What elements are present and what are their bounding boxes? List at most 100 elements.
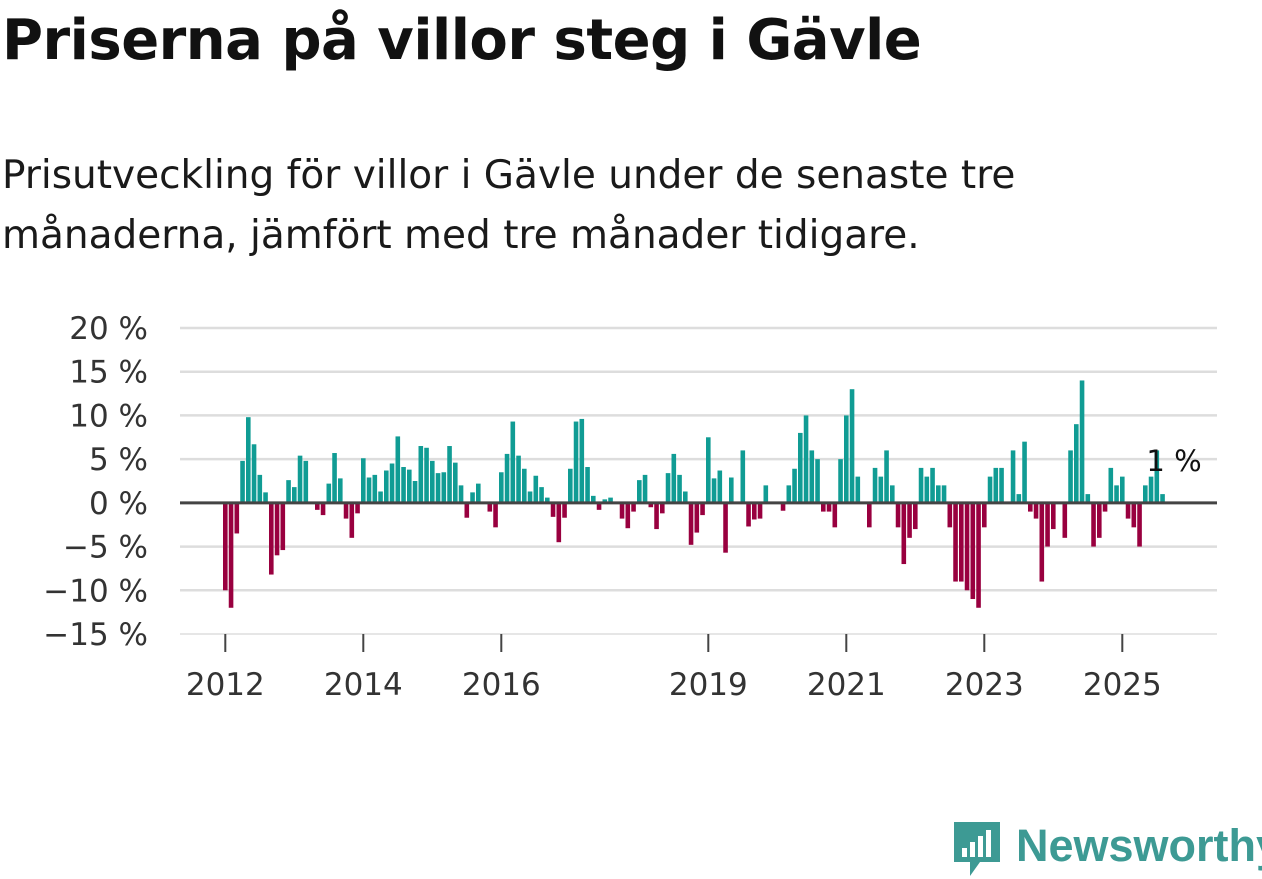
logo-speech-bubble bbox=[954, 822, 1000, 876]
chart-bar bbox=[361, 458, 366, 503]
chart-bar bbox=[343, 502, 349, 519]
chart-bar bbox=[407, 469, 412, 503]
chart-bar bbox=[867, 502, 872, 528]
chart-bar bbox=[792, 468, 797, 503]
y-tick-label: −10 % bbox=[43, 573, 148, 609]
chart-bar bbox=[660, 502, 665, 514]
chart-bar bbox=[251, 444, 257, 503]
y-tick-label: 0 % bbox=[89, 486, 148, 522]
chart-bar bbox=[458, 485, 464, 503]
chart-bar bbox=[947, 502, 953, 528]
chart-bar bbox=[987, 476, 993, 503]
chart-bar bbox=[803, 415, 809, 503]
chart-bar bbox=[366, 477, 372, 503]
chart-bar bbox=[619, 502, 625, 519]
chart-bar bbox=[591, 495, 596, 503]
chart-bar bbox=[476, 483, 481, 503]
chart-bar bbox=[821, 502, 826, 512]
chart-bar bbox=[671, 453, 677, 503]
chart-bar bbox=[855, 476, 861, 503]
chart-bar bbox=[280, 502, 286, 551]
logo-bar-3 bbox=[978, 836, 983, 857]
chart-bar bbox=[1143, 485, 1148, 503]
chart-bar bbox=[568, 468, 573, 503]
chart-bar bbox=[746, 502, 751, 527]
y-tick-label: 20 % bbox=[69, 311, 148, 347]
chart-bar bbox=[292, 487, 297, 503]
chart-bar bbox=[384, 470, 389, 503]
chart-bar bbox=[815, 459, 820, 503]
chart-bar bbox=[315, 502, 320, 510]
chart-bar bbox=[562, 502, 567, 518]
chart-bar bbox=[338, 478, 343, 503]
chart-bar bbox=[516, 455, 521, 503]
chart-bar bbox=[401, 467, 406, 503]
chart-bar bbox=[286, 480, 291, 503]
y-tick-label: −5 % bbox=[63, 530, 148, 566]
chart-bar bbox=[545, 497, 550, 503]
chart-bar bbox=[326, 483, 332, 503]
chart-annotations: 1 % bbox=[1146, 444, 1201, 478]
page-subtitle: Prisutveckling för villor i Gävle under … bbox=[2, 153, 1016, 258]
chart-bar bbox=[924, 476, 930, 503]
chart-bar bbox=[918, 467, 924, 503]
chart-bar bbox=[573, 421, 579, 503]
chart-bar bbox=[527, 491, 533, 503]
chart-bar bbox=[1091, 502, 1096, 547]
chart-bar bbox=[832, 502, 838, 528]
chart-bar bbox=[246, 417, 251, 503]
chart-bar bbox=[372, 474, 378, 503]
chart-bar bbox=[1016, 494, 1022, 503]
chart-bar bbox=[435, 473, 441, 503]
x-tick-label: 2025 bbox=[1083, 667, 1162, 703]
chart-bar bbox=[976, 502, 981, 608]
chart-bar bbox=[757, 502, 763, 519]
chart-bar bbox=[786, 485, 792, 503]
chart-bars bbox=[223, 380, 1165, 608]
chart-bar bbox=[890, 485, 895, 503]
logo-bar-2 bbox=[970, 842, 975, 857]
chart-bar bbox=[1079, 380, 1085, 503]
page-title: Priserna på villor steg i Gävle bbox=[2, 8, 922, 73]
chart-bar bbox=[550, 502, 556, 517]
chart-bar bbox=[303, 460, 309, 503]
logo-bar-1 bbox=[962, 848, 967, 857]
chart-bar bbox=[464, 502, 470, 518]
chart-bar bbox=[941, 485, 947, 503]
chart-x-axis: 2012 2014 2016 2019 2021 2023 2025 bbox=[186, 634, 1162, 703]
chart-bar bbox=[780, 502, 786, 511]
chart-bar bbox=[637, 480, 642, 503]
chart-bar bbox=[631, 502, 636, 512]
chart-bar bbox=[1120, 476, 1125, 503]
chart-bar bbox=[625, 502, 631, 529]
chart-bar bbox=[585, 467, 590, 503]
chart-bar bbox=[1022, 441, 1027, 503]
chart-bar bbox=[349, 502, 355, 538]
chart-bar bbox=[430, 460, 435, 503]
chart-bar bbox=[878, 476, 884, 503]
chart-bar bbox=[412, 481, 418, 503]
chart-bar bbox=[418, 446, 424, 503]
chart-bar bbox=[499, 472, 504, 503]
y-tick-label: 10 % bbox=[69, 398, 148, 434]
chart-bar bbox=[539, 487, 544, 503]
chart-bar bbox=[1074, 424, 1079, 503]
chart-bar bbox=[1068, 450, 1073, 503]
chart-bar bbox=[378, 491, 383, 503]
chart-bar bbox=[1114, 485, 1119, 503]
chart-bar bbox=[970, 502, 976, 600]
x-tick-label: 2014 bbox=[324, 667, 403, 703]
chart-bar bbox=[895, 502, 901, 528]
chart-bar bbox=[1051, 502, 1056, 530]
chart-bar bbox=[849, 389, 855, 503]
newsworthy-logo-icon bbox=[954, 822, 1000, 876]
chart-bar bbox=[752, 502, 757, 520]
x-tick-label: 2019 bbox=[669, 667, 748, 703]
chart-bar bbox=[470, 492, 475, 503]
chart-bar bbox=[648, 502, 654, 508]
chart-bar bbox=[522, 468, 527, 503]
price-change-chart: 20 %15 %10 %5 %0 %−5 %−10 %−15 % 2012 201… bbox=[43, 311, 1217, 703]
chart-bar bbox=[936, 485, 941, 503]
chart-bar bbox=[274, 502, 280, 556]
chart-bar bbox=[907, 502, 912, 538]
